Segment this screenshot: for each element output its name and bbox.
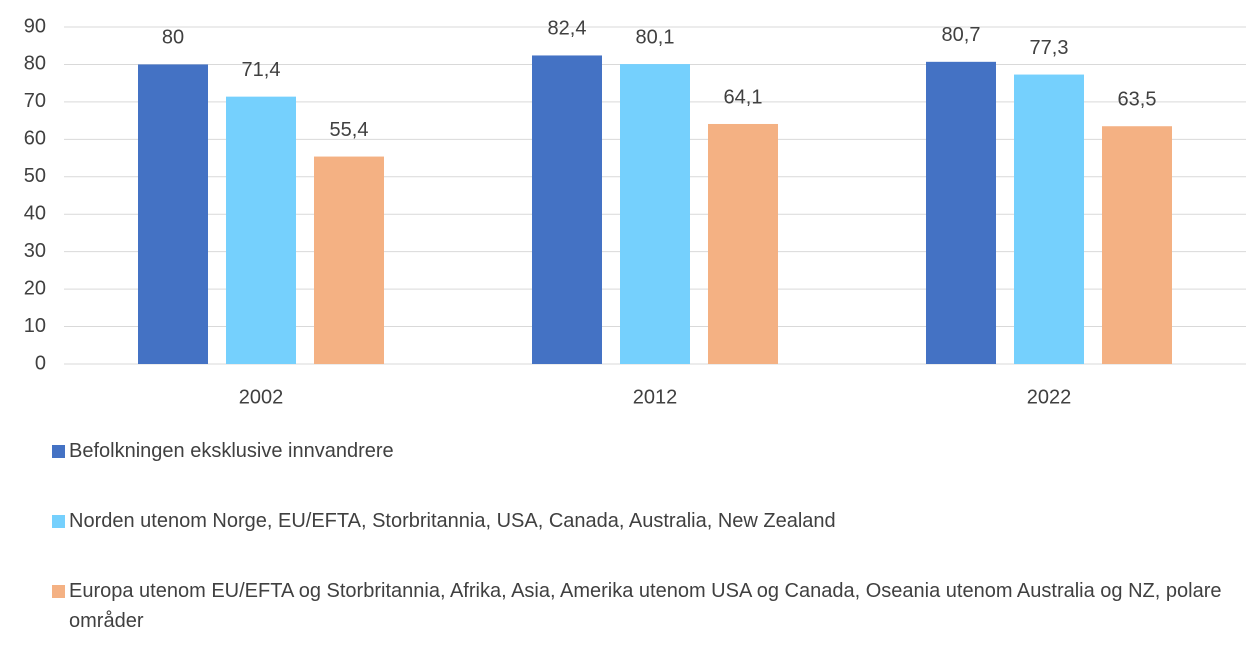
legend-swatch: [52, 445, 65, 458]
x-tick-label: 2002: [239, 386, 284, 408]
chart: 0 10 20 30 40 50 60 70 80 90 2002 80 71,4 55,4 2012 82,…: [24, 15, 1246, 408]
value-label: 71,4: [242, 59, 281, 81]
y-tick-label: 50: [24, 165, 46, 187]
legend-label: Europa utenom EU/EFTA og Storbritannia, …: [69, 580, 1222, 632]
legend-swatch: [52, 515, 65, 528]
x-tick-label: 2012: [633, 386, 678, 408]
legend-label: Befolkningen eksklusive innvandrere: [69, 440, 394, 462]
legend-item: Norden utenom Norge, EU/EFTA, Storbritan…: [52, 506, 1246, 536]
value-label: 63,5: [1118, 89, 1157, 111]
value-label: 77,3: [1030, 37, 1069, 59]
y-tick-label: 20: [24, 277, 46, 299]
value-label: 80,7: [942, 24, 981, 46]
bar: [1014, 74, 1084, 364]
y-tick-label: 70: [24, 90, 46, 112]
bar: [708, 123, 778, 364]
bar: [314, 156, 384, 364]
bar: [138, 64, 208, 364]
y-tick-label: 0: [35, 352, 46, 374]
y-tick-label: 60: [24, 128, 46, 150]
value-label: 64,1: [724, 86, 763, 108]
legend-swatch: [52, 585, 65, 598]
x-tick-label: 2022: [1027, 386, 1072, 408]
y-tick-label: 10: [24, 315, 46, 337]
bar: [1102, 126, 1172, 364]
bar: [532, 55, 602, 365]
bar: [926, 61, 996, 364]
legend: Befolkningen eksklusive innvandrere Norde…: [52, 436, 1246, 646]
y-tick-label: 90: [24, 15, 46, 37]
y-tick-label: 40: [24, 203, 46, 225]
bar: [620, 64, 690, 364]
legend-item: Befolkningen eksklusive innvandrere: [52, 436, 1246, 466]
value-label: 80,1: [636, 26, 675, 48]
value-label: 82,4: [548, 18, 587, 40]
y-tick-label: 80: [24, 53, 46, 75]
legend-label: Norden utenom Norge, EU/EFTA, Storbritan…: [69, 510, 836, 532]
y-tick-label: 30: [24, 240, 46, 262]
value-label: 55,4: [330, 119, 369, 141]
legend-item: Europa utenom EU/EFTA og Storbritannia, …: [52, 576, 1246, 636]
bar: [226, 96, 296, 364]
value-label: 80: [162, 27, 184, 49]
